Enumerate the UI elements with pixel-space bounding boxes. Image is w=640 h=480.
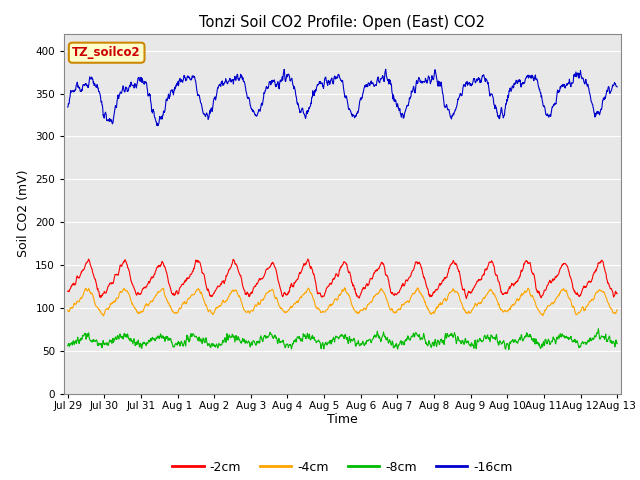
Title: Tonzi Soil CO2 Profile: Open (East) CO2: Tonzi Soil CO2 Profile: Open (East) CO2 — [200, 15, 485, 30]
Y-axis label: Soil CO2 (mV): Soil CO2 (mV) — [17, 170, 29, 257]
Legend: -2cm, -4cm, -8cm, -16cm: -2cm, -4cm, -8cm, -16cm — [167, 456, 518, 479]
Text: TZ_soilco2: TZ_soilco2 — [72, 46, 141, 59]
X-axis label: Time: Time — [327, 413, 358, 426]
